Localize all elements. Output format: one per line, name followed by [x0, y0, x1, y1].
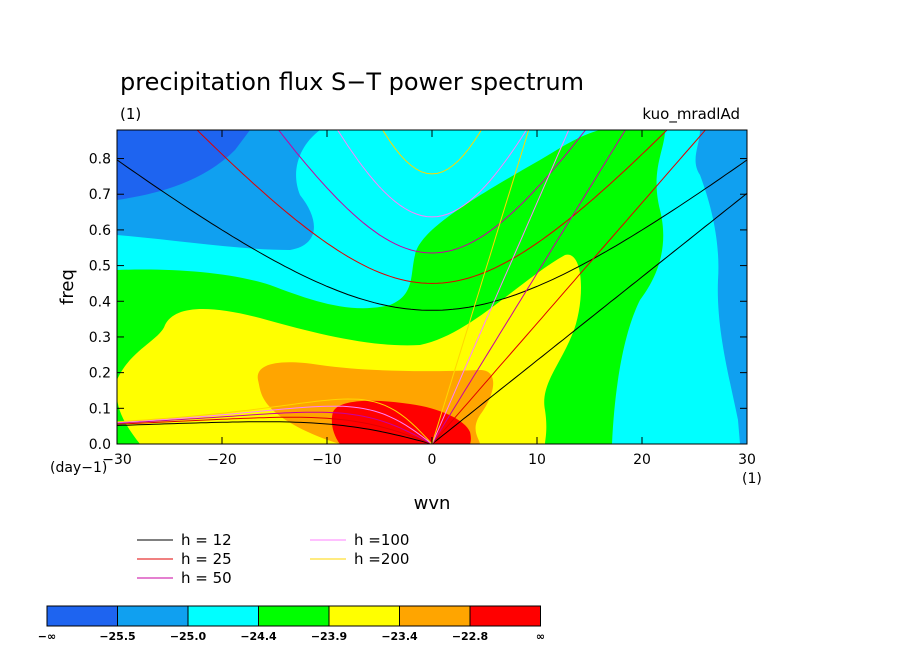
dispersion-curve-200 [117, 398, 433, 444]
y-tick-label: 0.2 [89, 366, 111, 382]
dispersion-curves [117, 130, 747, 444]
colorbar-label: −25.0 [170, 630, 207, 643]
colorbar-label: −22.8 [452, 630, 488, 643]
x-tick-label: −30 [102, 452, 132, 468]
y-tick-label: 0.8 [89, 152, 111, 168]
y-tick-label: 0.1 [89, 401, 111, 417]
dispersion-curve-100 [337, 130, 527, 218]
colorbar-swatch [117, 605, 189, 627]
y-tick-label: 0.3 [89, 330, 111, 346]
y-unit-label: (day−1) [50, 460, 107, 476]
colorbar-swatch [258, 605, 330, 627]
x-tick-label: −20 [207, 452, 237, 468]
dispersion-curve-12 [431, 192, 747, 444]
legend-label: h = 50 [181, 569, 232, 587]
axis-ticks: −30 −20 −10 0 10 20 30 0.0 0.1 0.2 0.3 0.4 0.5 0.6 0.7… [89, 130, 756, 468]
colorbar-swatch [46, 605, 118, 627]
legend-label: h =100 [354, 531, 409, 549]
colorbar-label: −24.4 [240, 630, 277, 643]
dispersion-curve-12 [117, 421, 433, 444]
x-tick-label: 30 [738, 452, 756, 468]
colorbar-swatch [328, 605, 400, 627]
x-tick-label: −10 [312, 452, 342, 468]
colorbar-label: −23.9 [311, 630, 347, 643]
subtitle-right: kuo_mradlAd [642, 105, 740, 124]
x-tick-label: 0 [428, 452, 437, 468]
dispersion-curve-25 [196, 130, 668, 284]
dispersion-curve-200 [431, 130, 530, 444]
y-tick-label: 0.0 [89, 437, 111, 453]
colorbar-label: ∞ [536, 630, 545, 643]
dispersion-curve-25 [117, 416, 433, 444]
x-tick-label: 20 [633, 452, 651, 468]
legend-label: h =200 [354, 550, 409, 568]
y-axis-label: freq [57, 269, 78, 305]
y-tick-label: 0.4 [89, 294, 111, 310]
y-tick-label: 0.7 [89, 187, 111, 203]
y-tick-label: 0.6 [89, 223, 111, 239]
x-axis-label: wvn [414, 493, 451, 514]
colorbar-label: −∞ [38, 630, 56, 643]
dispersion-curve-100 [117, 405, 433, 444]
colorbar-swatch [399, 605, 471, 627]
dispersion-curve-12 [117, 159, 747, 311]
x-unit-label: (1) [742, 471, 762, 487]
legend-label: h = 12 [181, 531, 232, 549]
colorbar-label: −25.5 [99, 630, 135, 643]
dispersion-curve-25 [431, 130, 707, 444]
colorbar-swatch [469, 605, 541, 627]
contour-field [117, 130, 747, 444]
colorbar-swatch [187, 605, 259, 627]
y-tick-label: 0.5 [89, 259, 111, 275]
legend-label: h = 25 [181, 550, 232, 568]
dispersion-curve-50 [431, 130, 626, 444]
dispersion-curve-100 [431, 130, 570, 444]
colorbar: −∞ −25.5 −25.0 −24.4 −23.9 −23.4 −22.8 ∞ [38, 605, 545, 643]
dispersion-curve-50 [277, 130, 587, 254]
chart-title: precipitation flux S−T power spectrum [120, 68, 584, 96]
colorbar-label: −23.4 [381, 630, 418, 643]
dispersion-curve-200 [382, 130, 482, 175]
dispersion-curve-50 [117, 411, 433, 444]
x-tick-label: 10 [528, 452, 546, 468]
subtitle-left: (1) [120, 105, 141, 123]
